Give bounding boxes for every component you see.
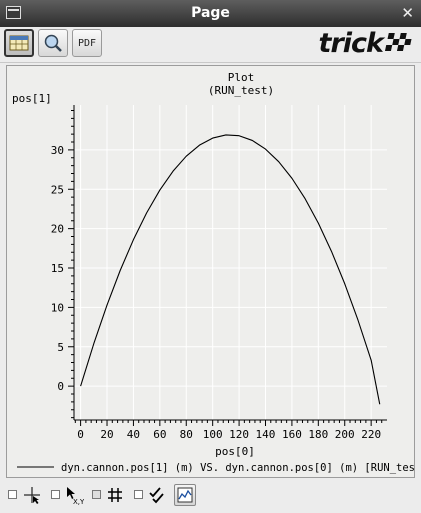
bottom-toolbar: X,Y <box>0 481 421 513</box>
page-view-button[interactable] <box>4 29 34 57</box>
chart-title: Plot <box>228 71 255 84</box>
y-tick-label: 10 <box>51 301 64 314</box>
chart-subtitle: (RUN_test) <box>208 84 274 97</box>
x-tick-label: 60 <box>153 428 166 441</box>
legend-label: dyn.cannon.pos[1] (m) VS. dyn.cannon.pos… <box>61 462 414 474</box>
pdf-label: PDF <box>77 37 97 49</box>
x-tick-label: 40 <box>127 428 140 441</box>
svg-text:X,Y: X,Y <box>73 498 84 505</box>
window-menu-icon[interactable] <box>6 6 21 19</box>
zoom-button[interactable] <box>38 29 68 57</box>
checkered-flag-icon <box>384 33 412 51</box>
y-tick-label: 20 <box>51 223 64 236</box>
xy-coordinates-icon: X,Y <box>64 485 84 505</box>
y-tick-label: 0 <box>57 380 64 393</box>
close-icon[interactable]: ✕ <box>401 4 414 22</box>
plot-area[interactable]: 0 5 10 15 20 25 30 0 20 40 60 80 100 120 140 160 180 200 2… <box>6 65 415 478</box>
x-axis-label: pos[0] <box>215 445 255 458</box>
pdf-button[interactable]: PDF <box>72 29 102 57</box>
series-line <box>80 134 381 405</box>
y-axis-label: pos[1] <box>12 92 52 105</box>
x-tick-label: 140 <box>256 428 276 441</box>
check-markers-icon <box>147 485 167 505</box>
crosshair-cursor-icon <box>22 485 42 505</box>
grid-icon <box>105 485 125 505</box>
x-tick-label: 20 <box>100 428 113 441</box>
x-tick-label: 80 <box>180 428 193 441</box>
x-tick-label: 160 <box>282 428 302 441</box>
x-tick-label: 0 <box>77 428 84 441</box>
y-tick-label: 30 <box>51 144 64 157</box>
x-tick-label: 200 <box>335 428 355 441</box>
x-tick-label: 180 <box>308 428 328 441</box>
table-view-icon <box>9 35 29 51</box>
title-bar[interactable]: Page ✕ <box>0 0 421 27</box>
y-tick-label: 25 <box>51 183 64 196</box>
x-tick-label: 120 <box>229 428 249 441</box>
plot-style-button[interactable] <box>174 484 196 506</box>
coordinates-checkbox[interactable] <box>51 490 60 499</box>
line-chart-icon <box>177 487 193 503</box>
grid-checkbox[interactable] <box>92 490 101 499</box>
x-tick-label: 100 <box>203 428 223 441</box>
trick-logo: trick <box>319 27 413 59</box>
crosshair-checkbox[interactable] <box>8 490 17 499</box>
window-title: Page <box>191 5 230 21</box>
markers-checkbox[interactable] <box>134 490 143 499</box>
toolbar: PDF trick <box>0 27 421 63</box>
magnifier-icon <box>44 34 62 52</box>
logo-text: trick <box>318 27 384 59</box>
x-tick-label: 220 <box>361 428 381 441</box>
plot-svg: 0 5 10 15 20 25 30 0 20 40 60 80 100 120 140 160 180 200 2… <box>12 71 414 474</box>
y-tick-label: 5 <box>57 341 64 354</box>
y-tick-label: 15 <box>51 262 64 275</box>
